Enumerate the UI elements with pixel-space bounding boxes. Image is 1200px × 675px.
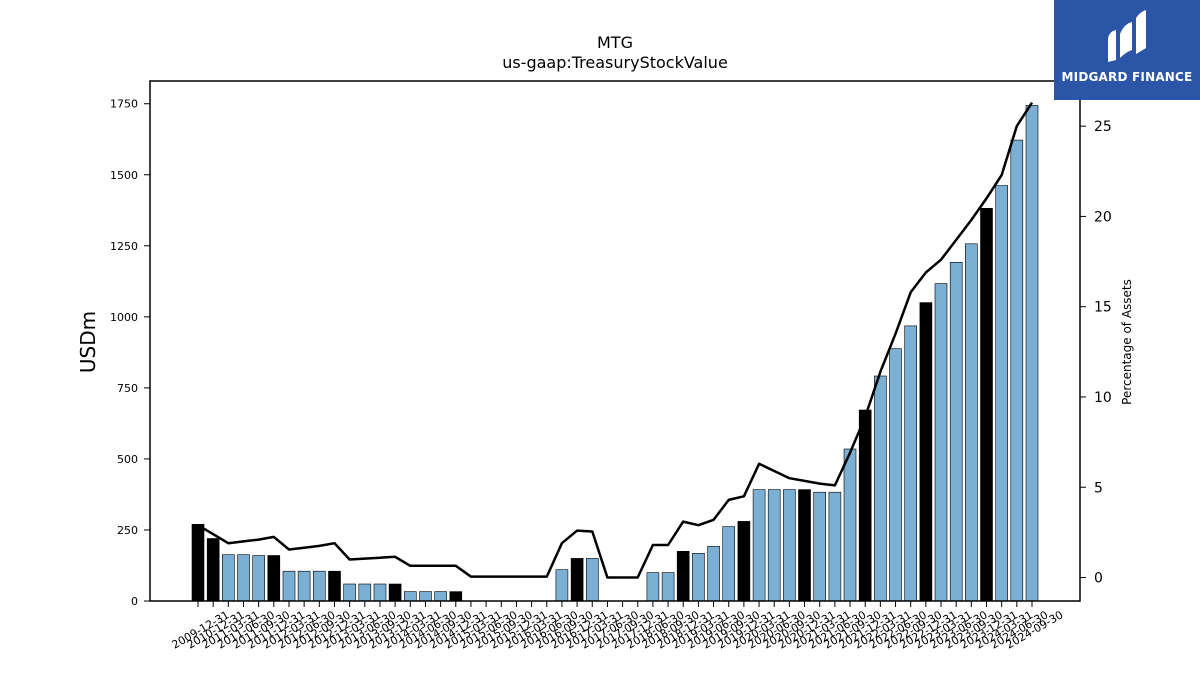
bar — [585, 558, 599, 602]
y-tick-label: 250 — [117, 524, 138, 537]
bar — [995, 185, 1009, 602]
bar — [843, 448, 857, 602]
x-axis: 2009-12-312010-12-312011-03-312011-06-30… — [170, 601, 1066, 652]
bar — [282, 570, 296, 602]
bar — [206, 538, 220, 602]
bar — [267, 555, 281, 602]
bar — [722, 526, 736, 602]
y-tick-label: 1500 — [110, 169, 138, 182]
bar — [403, 591, 417, 602]
bar — [434, 591, 447, 602]
bar — [419, 591, 432, 602]
y2-tick-label: 15 — [1094, 300, 1112, 316]
bar — [191, 523, 205, 602]
y-tick-label: 0 — [131, 595, 138, 608]
y-tick-label: 500 — [117, 453, 138, 466]
bar — [661, 572, 675, 602]
bar — [828, 491, 842, 602]
bar — [964, 243, 978, 602]
bar — [813, 491, 827, 602]
bar — [934, 283, 948, 602]
logo-mark-icon — [1108, 10, 1146, 62]
line-layer — [197, 102, 1034, 579]
bar — [767, 489, 781, 602]
bar — [570, 558, 584, 602]
bar — [555, 569, 569, 602]
bar — [949, 261, 963, 602]
y2-tick-label: 25 — [1094, 119, 1112, 135]
bar — [252, 555, 265, 602]
y2-axis-label: Percentage of Assets — [1120, 279, 1134, 405]
y-tick-label: 1000 — [110, 311, 138, 324]
chart-title: MTG — [597, 33, 633, 52]
bar — [358, 583, 372, 602]
bar — [222, 554, 235, 602]
right-axis: 0 5 10 15 20 25 — [1080, 119, 1112, 587]
bar — [343, 583, 356, 602]
bar — [919, 302, 933, 602]
bar — [449, 591, 463, 602]
bar — [980, 208, 993, 602]
bar — [237, 554, 250, 602]
bar — [692, 552, 705, 602]
logo-text: MIDGARD FINANCE — [1061, 70, 1193, 84]
bar — [904, 325, 918, 602]
bar — [889, 348, 902, 602]
y-tick-label: 1750 — [110, 98, 138, 111]
logo: MIDGARD FINANCE — [1054, 0, 1200, 100]
y2-tick-label: 5 — [1094, 480, 1103, 496]
bar — [1010, 139, 1024, 602]
chart-subtitle: us-gaap:TreasuryStockValue — [502, 53, 728, 72]
bars-group — [191, 105, 1039, 602]
y-tick-label: 750 — [117, 382, 138, 395]
bar — [388, 583, 402, 602]
bar — [752, 489, 766, 602]
y2-tick-label: 10 — [1094, 390, 1112, 406]
plot-frame — [149, 80, 1081, 602]
bar — [707, 546, 720, 602]
y-tick-label: 1250 — [110, 240, 138, 253]
bar — [858, 409, 872, 602]
left-axis: 0 250 500 750 1000 1250 1500 1750 — [110, 98, 150, 608]
bar — [646, 572, 660, 602]
bar — [783, 489, 796, 602]
bar — [373, 583, 387, 602]
y2-tick-label: 20 — [1094, 209, 1112, 225]
bar — [328, 570, 341, 602]
bar — [312, 570, 326, 602]
bar — [1025, 105, 1039, 602]
y-axis-label: USDm — [76, 311, 100, 373]
y2-tick-label: 0 — [1094, 571, 1103, 587]
bar — [676, 550, 690, 602]
bar — [737, 521, 751, 602]
series-line-pct-assets — [197, 102, 1034, 579]
bar — [874, 375, 887, 602]
bar — [297, 570, 311, 602]
bar — [798, 489, 811, 602]
